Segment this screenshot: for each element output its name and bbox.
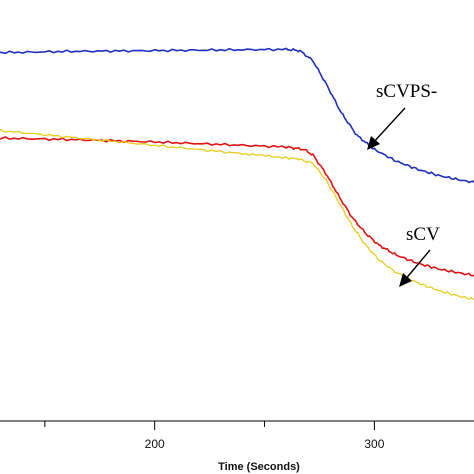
annotation-arrow-1 xyxy=(371,107,406,145)
x-tick-label-200: 200 xyxy=(145,437,165,451)
series-line-1 xyxy=(0,47,474,184)
x-axis-title: Time (Seconds) xyxy=(218,461,300,473)
annotation-label-1: sCVPS- xyxy=(376,81,437,102)
annotation-arrowhead-1 xyxy=(367,136,380,150)
axis-layer: 200 300 Time (Seconds) xyxy=(0,420,474,473)
annotation-layer: sCVPS- sCV xyxy=(367,81,440,287)
annotation-arrow-2 xyxy=(403,249,431,282)
x-tick-label-300: 300 xyxy=(364,437,384,451)
series-line-3 xyxy=(0,128,474,301)
annotation-arrowhead-2 xyxy=(399,273,412,287)
annotation-label-2: sCV xyxy=(406,224,440,245)
series-layer xyxy=(0,47,474,301)
x-tick-layer: 200 300 xyxy=(44,421,385,451)
series-line-2 xyxy=(0,136,474,277)
